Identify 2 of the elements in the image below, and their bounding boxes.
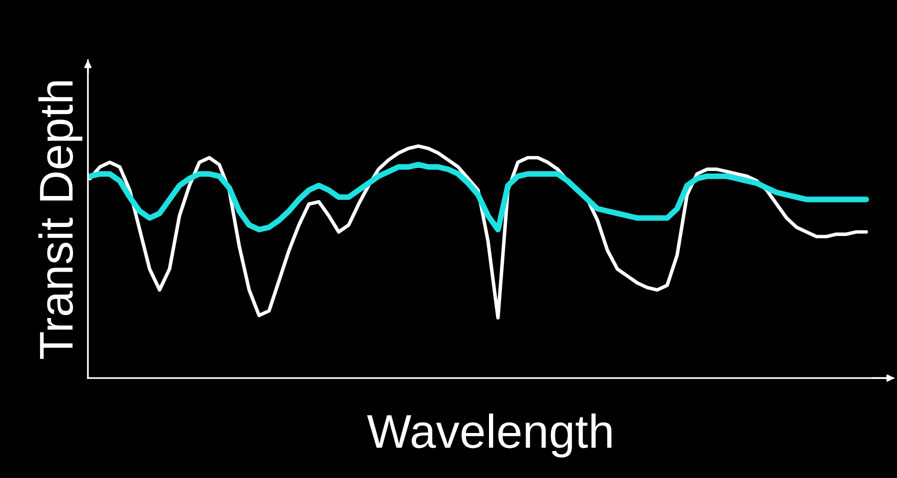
x-axis-title: Wavelength [367,414,612,458]
y-axis-title: Transit Depth [38,81,82,359]
